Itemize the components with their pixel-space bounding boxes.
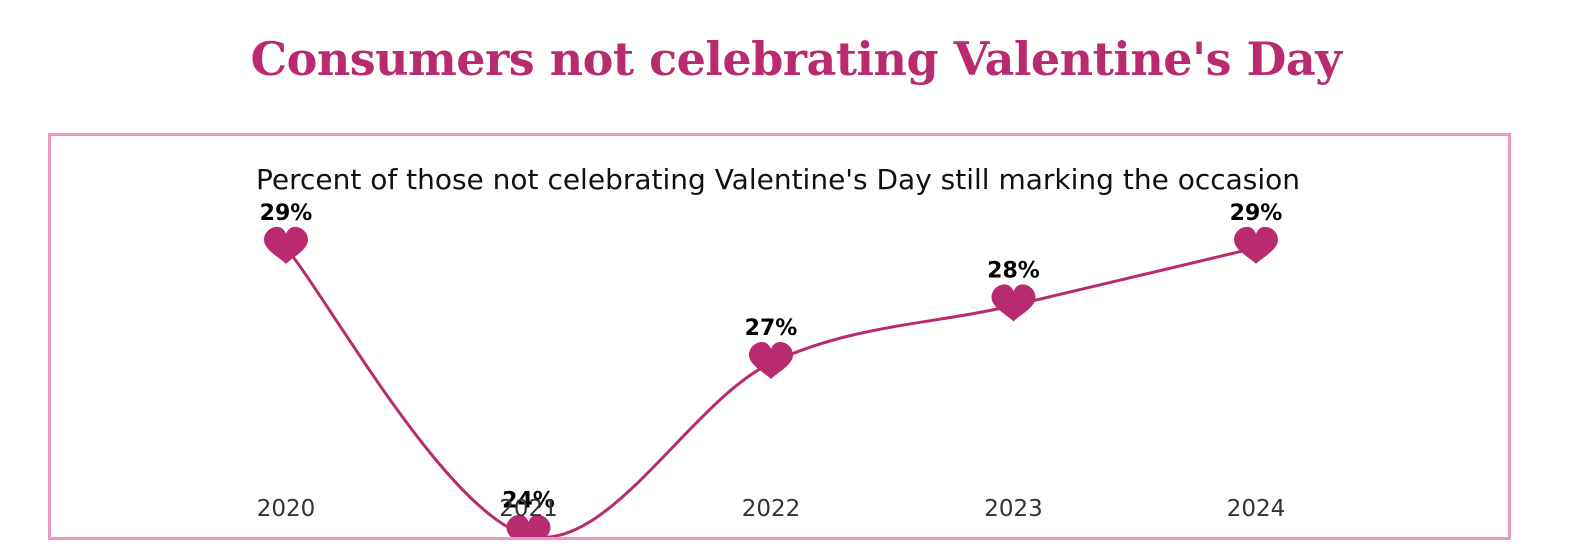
value-label-layer: 29% 24% 27% 28% 29%: [260, 201, 1283, 514]
heart-icon: [506, 514, 551, 537]
heart-icon: [1234, 226, 1278, 264]
chart-subtitle: Percent of those not celebrating Valenti…: [256, 163, 1300, 196]
data-label-2022: 27%: [745, 316, 798, 341]
series-line-layer: [284, 246, 1257, 537]
page-title: Consumers not celebrating Valentine's Da…: [250, 32, 1342, 86]
x-tick-2024: 2024: [1227, 496, 1286, 522]
heart-icon: [749, 341, 793, 379]
data-label-2024: 29%: [1230, 201, 1283, 226]
x-axis-ticks: 2020 2021 2022 2023 2024: [257, 496, 1286, 522]
line-chart: Percent of those not celebrating Valenti…: [256, 163, 1300, 537]
data-label-2020: 29%: [260, 201, 313, 226]
series-line: [284, 246, 1257, 537]
data-label-2023: 28%: [987, 258, 1040, 283]
x-tick-2023: 2023: [984, 496, 1043, 522]
x-tick-2020: 2020: [257, 496, 316, 522]
x-tick-2022: 2022: [742, 496, 801, 522]
chart-panel: Percent of those not celebrating Valenti…: [48, 133, 1511, 540]
x-tick-2021: 2021: [499, 496, 558, 522]
heart-icon: [264, 226, 308, 264]
data-label-2021: 24%: [502, 489, 555, 514]
heart-icon: [991, 284, 1036, 322]
marker-layer: [264, 226, 1278, 537]
